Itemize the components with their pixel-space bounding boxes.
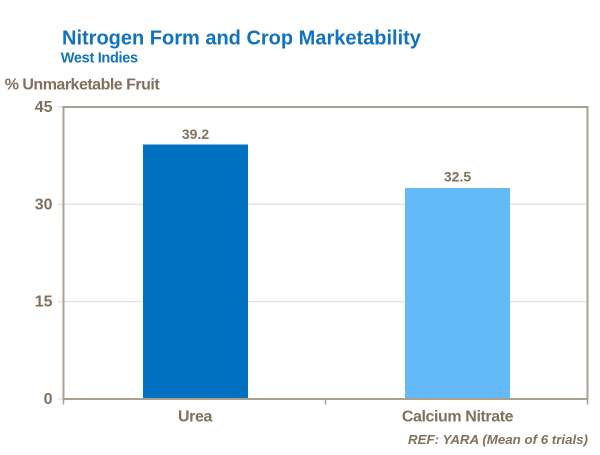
svg-text:Urea: Urea xyxy=(178,408,212,425)
svg-text:Calcium Nitrate: Calcium Nitrate xyxy=(402,408,514,425)
svg-text:West Indies: West Indies xyxy=(61,51,138,67)
svg-text:39.2: 39.2 xyxy=(182,126,209,142)
svg-text:% Unmarketable Fruit: % Unmarketable Fruit xyxy=(5,77,161,94)
svg-text:32.5: 32.5 xyxy=(444,168,471,184)
svg-text:15: 15 xyxy=(35,294,53,311)
svg-text:REF: YARA (Mean of 6 trials): REF: YARA (Mean of 6 trials) xyxy=(408,432,589,447)
svg-text:45: 45 xyxy=(35,99,53,116)
svg-text:30: 30 xyxy=(35,196,53,213)
svg-text:0: 0 xyxy=(44,391,53,408)
svg-text:Nitrogen Form and Crop Marketa: Nitrogen Form and Crop Marketability xyxy=(62,28,422,50)
